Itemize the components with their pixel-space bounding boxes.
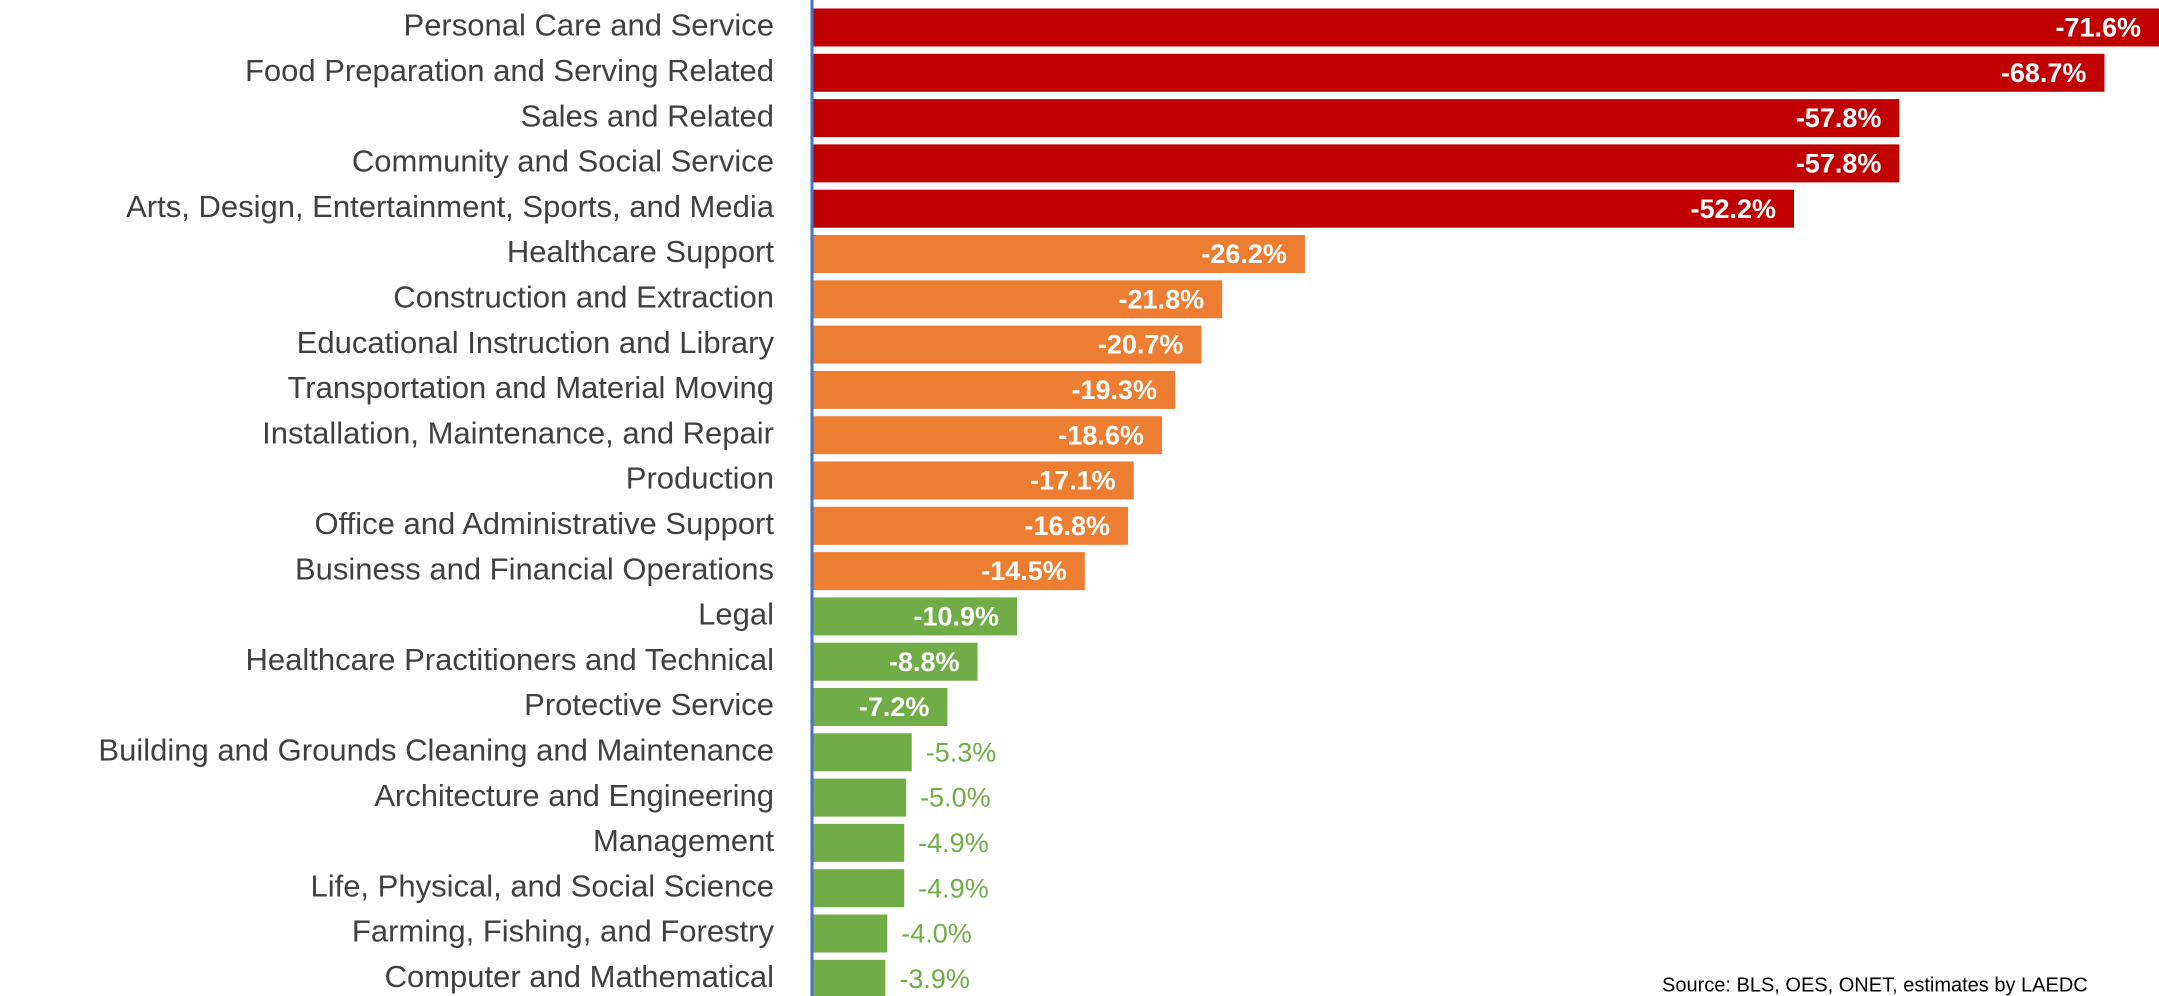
value-label: -14.5% — [981, 556, 1067, 586]
value-label: -16.8% — [1024, 511, 1110, 541]
value-label: -7.2% — [859, 692, 930, 722]
value-label: -26.2% — [1201, 239, 1287, 269]
value-label: -4.9% — [918, 873, 989, 903]
category-label: Construction and Extraction — [393, 279, 774, 314]
bar — [812, 823, 905, 862]
category-label: Installation, Maintenance, and Repair — [262, 415, 774, 450]
bar — [812, 144, 1900, 183]
bar — [812, 778, 907, 817]
bar — [812, 506, 1129, 545]
value-label: -20.7% — [1098, 330, 1184, 360]
value-label: -57.8% — [1796, 103, 1882, 133]
category-label: Farming, Fishing, and Forestry — [352, 914, 775, 949]
value-label: -52.2% — [1690, 194, 1776, 224]
category-label: Personal Care and Service — [404, 8, 774, 43]
value-label: -10.9% — [913, 602, 999, 632]
bar — [812, 189, 1795, 228]
value-label: -19.3% — [1072, 375, 1158, 405]
category-label: Arts, Design, Entertainment, Sports, and… — [126, 189, 775, 224]
category-label: Food Preparation and Serving Related — [245, 53, 774, 88]
category-label: Computer and Mathematical — [385, 959, 774, 994]
value-label: -5.3% — [926, 737, 997, 767]
bar — [812, 688, 948, 726]
bar — [812, 8, 2159, 47]
category-label: Management — [593, 823, 774, 858]
category-label: Building and Grounds Cleaning and Mainte… — [98, 732, 774, 767]
category-label: Community and Social Service — [352, 144, 774, 179]
bar — [812, 552, 1085, 591]
category-label: Educational Instruction and Library — [297, 325, 775, 360]
value-label: -71.6% — [2055, 13, 2141, 43]
category-label: Protective Service — [524, 687, 774, 722]
value-label: -21.8% — [1119, 284, 1205, 314]
source-note: Source: BLS, OES, ONET, estimates by LAE… — [1662, 974, 2088, 996]
bar — [812, 461, 1134, 500]
category-label: Architecture and Engineering — [374, 778, 774, 813]
category-label: Healthcare Support — [507, 234, 774, 269]
bar — [812, 53, 2105, 92]
value-label: -68.7% — [2001, 58, 2087, 88]
bar — [812, 99, 1900, 138]
bar — [812, 642, 978, 681]
bar — [812, 959, 886, 996]
category-label: Business and Financial Operations — [295, 551, 774, 586]
category-label: Production — [626, 461, 774, 496]
category-label: Legal — [698, 597, 774, 632]
value-label: -18.6% — [1058, 420, 1144, 450]
value-label: -5.0% — [920, 783, 991, 813]
bar — [812, 597, 1018, 636]
bar — [812, 370, 1176, 409]
category-label: Sales and Related — [521, 98, 774, 133]
category-label: Transportation and Material Moving — [288, 370, 774, 405]
bar — [812, 869, 905, 908]
bar — [812, 416, 1162, 455]
category-label: Healthcare Practitioners and Technical — [246, 642, 774, 677]
value-label: -3.9% — [899, 964, 970, 994]
value-label: -17.1% — [1030, 466, 1116, 496]
bar — [812, 280, 1223, 319]
category-label: Life, Physical, and Social Science — [310, 868, 774, 903]
category-label: Office and Administrative Support — [314, 506, 774, 541]
bar — [812, 914, 888, 953]
value-label: -8.8% — [889, 647, 960, 677]
bar — [812, 325, 1202, 364]
bar — [812, 235, 1305, 273]
value-label: -4.0% — [901, 919, 972, 949]
bar — [812, 733, 912, 772]
value-label: -57.8% — [1796, 149, 1882, 179]
value-label: -4.9% — [918, 828, 989, 858]
